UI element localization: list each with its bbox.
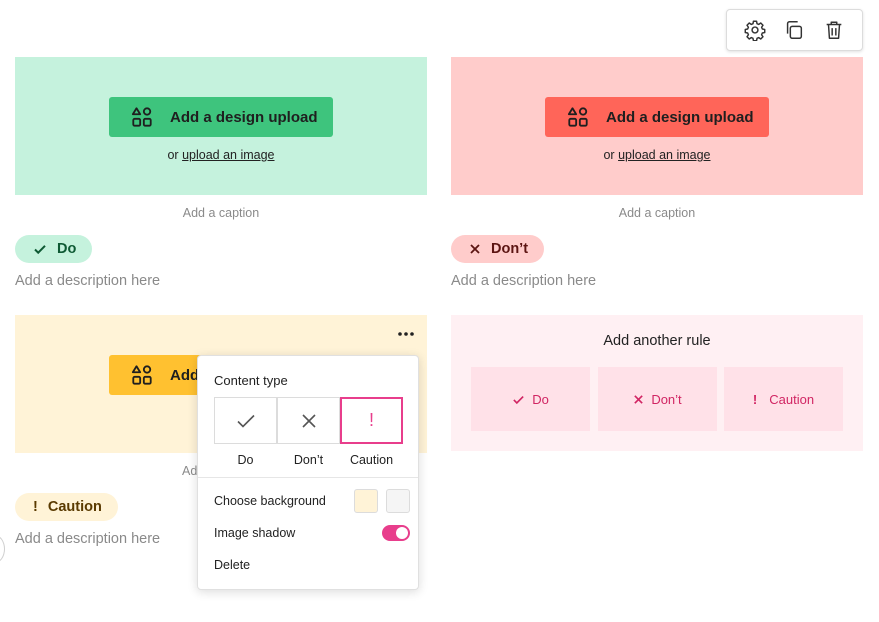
add-rule-panel: Add another rule Do Don’t ! Caution <box>451 315 863 451</box>
type-option-dont[interactable] <box>277 397 340 444</box>
background-swatch-yellow[interactable] <box>354 489 378 513</box>
dont-description[interactable]: Add a description here <box>451 273 597 289</box>
add-do-rule-button[interactable]: Do <box>471 367 590 431</box>
settings-button[interactable] <box>740 15 770 45</box>
content-type-popover: Content type ! Do Don’t Caution Choose b… <box>197 355 419 590</box>
delete-block-button[interactable] <box>819 15 849 45</box>
choose-background-label: Choose background <box>214 494 326 508</box>
duplicate-button[interactable] <box>779 15 809 45</box>
type-label-caution: Caution <box>349 453 394 467</box>
do-upload-alt: or upload an image <box>167 148 274 162</box>
dont-badge[interactable]: Don’t <box>451 235 545 263</box>
exclamation-icon: ! <box>33 499 38 515</box>
do-badge[interactable]: Do <box>15 235 93 263</box>
image-shadow-toggle[interactable] <box>382 525 410 541</box>
do-caption[interactable]: Add a caption <box>182 206 260 220</box>
dont-upload-image-link[interactable]: upload an image <box>618 148 711 162</box>
do-upload-image-link[interactable]: upload an image <box>182 148 275 162</box>
trash-icon <box>826 21 842 39</box>
more-options-button[interactable] <box>395 323 417 345</box>
do-design-upload-button[interactable]: Add a design upload <box>109 97 333 137</box>
block-toolbar <box>726 9 863 51</box>
type-label-do: Do <box>237 453 254 467</box>
more-horizontal-icon <box>398 332 414 336</box>
add-do-rule-label: Do <box>532 391 549 407</box>
caution-badge[interactable]: ! Caution <box>15 493 118 521</box>
add-rule-title: Add another rule <box>603 333 711 349</box>
caution-badge-label: Caution <box>47 499 102 515</box>
add-dont-rule-button[interactable]: Don’t <box>598 367 717 431</box>
content-type-heading: Content type <box>214 373 288 388</box>
caution-upload-label: Add <box>170 366 200 384</box>
add-dont-rule-label: Don’t <box>651 391 682 407</box>
shapes-icon <box>131 107 152 127</box>
do-image-card: Add a design upload or upload an image <box>15 57 427 195</box>
do-description[interactable]: Add a description here <box>15 273 161 289</box>
add-caution-rule-label: Caution <box>769 391 815 407</box>
shapes-icon <box>567 107 588 127</box>
check-icon <box>33 242 47 256</box>
dont-upload-alt: or upload an image <box>603 148 710 162</box>
gear-icon <box>744 20 766 41</box>
check-icon <box>236 414 255 428</box>
dont-upload-label: Add a design upload <box>606 108 754 126</box>
check-icon <box>512 393 525 406</box>
cross-icon <box>469 243 481 255</box>
exclamation-icon: ! <box>752 391 758 407</box>
cross-icon <box>301 413 316 428</box>
do-upload-label: Add a design upload <box>170 108 318 126</box>
toggle-knob <box>396 527 408 539</box>
type-option-caution[interactable]: ! <box>340 397 403 444</box>
dont-design-upload-button[interactable]: Add a design upload <box>545 97 769 137</box>
type-option-do[interactable] <box>214 397 277 444</box>
dont-badge-label: Don’t <box>491 241 529 257</box>
background-swatch-gray[interactable] <box>386 489 410 513</box>
copy-icon <box>787 21 803 39</box>
shapes-icon <box>131 365 152 385</box>
dont-or-text: or <box>603 148 615 162</box>
dont-image-card: Add a design upload or upload an image <box>451 57 863 195</box>
add-caution-rule-button[interactable]: ! Caution <box>724 367 843 431</box>
caution-description[interactable]: Add a description here <box>15 531 161 547</box>
edge-handle[interactable] <box>0 535 5 563</box>
dont-caption[interactable]: Add a caption <box>618 206 696 220</box>
cross-icon <box>633 394 644 405</box>
do-or-text: or <box>167 148 179 162</box>
image-shadow-label: Image shadow <box>214 526 296 540</box>
popover-divider <box>198 477 418 478</box>
delete-menu-item[interactable]: Delete <box>214 558 251 572</box>
do-badge-label: Do <box>57 241 77 257</box>
type-label-dont: Don’t <box>293 453 324 467</box>
exclamation-icon: ! <box>368 410 374 430</box>
